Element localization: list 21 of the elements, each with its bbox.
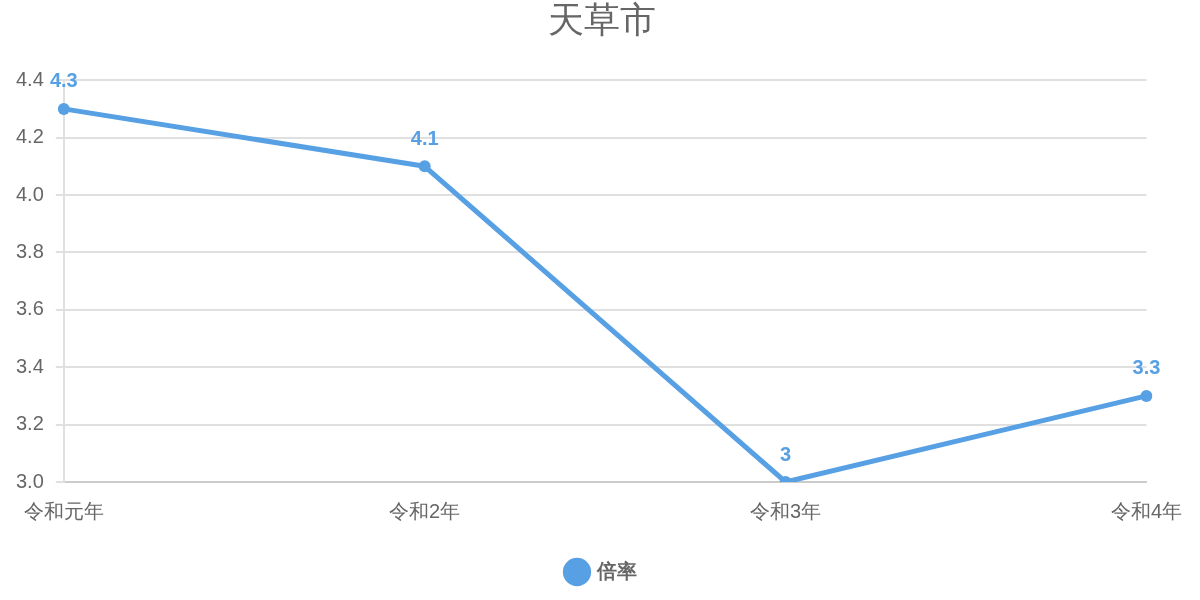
- point: [418, 160, 431, 173]
- y-tick-label: 4.4: [15, 67, 44, 90]
- point: [1140, 389, 1153, 402]
- data-label: 3.3: [1132, 356, 1161, 379]
- y-tick-label: 3.6: [15, 297, 44, 320]
- y-tick-label: 3.0: [15, 469, 44, 492]
- data-label: 4.1: [410, 126, 439, 149]
- y-tick-label: 3.4: [15, 354, 44, 377]
- x-tick-label: 令和4年: [1110, 499, 1182, 522]
- x-tick-label: 令和元年: [23, 499, 104, 522]
- y-tick-label: 3.8: [15, 239, 44, 262]
- data-label: 4.3: [49, 69, 78, 92]
- data-label: 3: [780, 442, 792, 465]
- y-tick-label: 3.2: [15, 412, 44, 435]
- legend-label: 倍率: [596, 559, 637, 582]
- y-tick-label: 4.2: [15, 125, 44, 148]
- point: [57, 102, 70, 115]
- x-tick-label: 令和3年: [750, 499, 822, 522]
- x-tick-label: 令和2年: [389, 499, 461, 522]
- chart-title: 天草市: [548, 0, 656, 40]
- y-tick-label: 4.0: [15, 182, 44, 205]
